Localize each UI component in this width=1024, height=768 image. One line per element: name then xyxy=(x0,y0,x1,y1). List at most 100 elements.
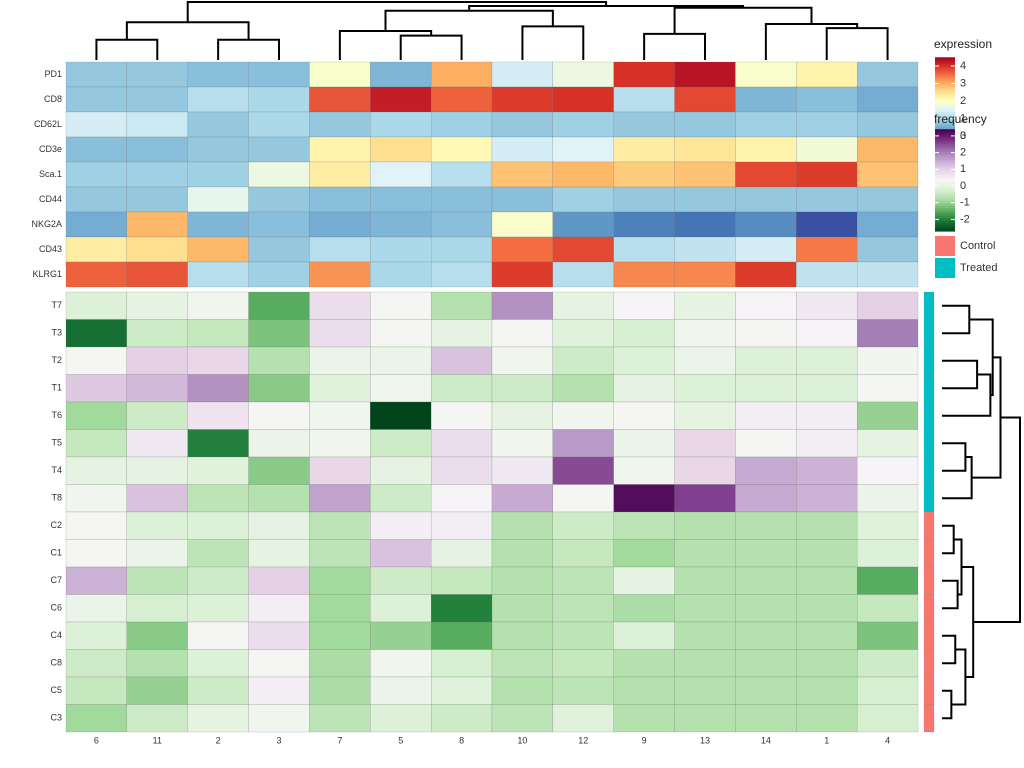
heatmap-cell xyxy=(430,61,493,88)
heatmap-cell xyxy=(552,429,614,458)
colorbar-segment xyxy=(935,213,955,217)
colorbar-segment xyxy=(935,90,955,93)
colorbar-segment xyxy=(935,225,955,230)
heatmap-cell xyxy=(187,484,249,513)
heatmap-cell xyxy=(613,374,675,403)
colorbar-segment xyxy=(935,200,955,204)
heatmap-cell xyxy=(187,594,249,623)
group-annotation xyxy=(923,676,935,705)
heatmap-cell xyxy=(370,111,432,138)
column-label: 1 xyxy=(824,735,829,745)
heatmap-cell xyxy=(613,186,675,213)
heatmap-cell xyxy=(735,484,797,513)
heatmap-cell xyxy=(491,111,554,138)
heatmap-cell xyxy=(370,566,432,595)
heatmap-cell xyxy=(65,211,128,238)
heatmap-cell xyxy=(370,676,432,705)
heatmap-cell xyxy=(491,346,554,375)
heatmap-cell xyxy=(430,511,493,540)
heatmap-cell xyxy=(309,346,371,375)
dendrogram-branch xyxy=(942,304,971,335)
dendrogram-branch xyxy=(399,34,463,60)
heatmap-cell xyxy=(126,161,188,188)
heatmap-cell xyxy=(491,136,554,163)
heatmap-cell xyxy=(65,484,128,513)
colorbar-segment xyxy=(935,172,955,176)
heatmap-cell xyxy=(735,676,797,705)
colorbar-segment xyxy=(935,164,955,168)
heatmap-cell xyxy=(796,484,858,513)
heatmap-cell xyxy=(430,539,493,568)
heatmap-cell xyxy=(126,346,188,375)
group-annotation xyxy=(923,319,935,348)
heatmap-cell xyxy=(309,111,371,138)
colorbar-label: 1 xyxy=(960,163,966,175)
colorbar-segment xyxy=(935,59,955,63)
heatmap-cell xyxy=(491,61,554,88)
column-label: 13 xyxy=(700,735,710,745)
heatmap-cell xyxy=(309,236,371,263)
heatmap-cell xyxy=(796,319,858,348)
heatmap-cell xyxy=(674,374,736,403)
heatmap-cell xyxy=(856,484,919,513)
heatmap-cell xyxy=(309,649,371,678)
heatmap-cell xyxy=(370,136,432,163)
heatmap-cell xyxy=(370,291,432,320)
colorbar-segment xyxy=(935,94,955,98)
heatmap-cell xyxy=(491,261,554,288)
heatmap-cell xyxy=(126,136,188,163)
heatmap-cell xyxy=(248,676,310,705)
dendrograms xyxy=(95,1,1021,720)
heatmap-cell xyxy=(491,401,554,430)
legend-title: frequency xyxy=(934,112,987,126)
heatmap-cell xyxy=(552,594,614,623)
colorbar-segment xyxy=(935,70,955,74)
heatmap-cell xyxy=(370,401,432,430)
heatmap-cell xyxy=(735,594,797,623)
row-label: C2 xyxy=(50,520,62,530)
heatmap-cell xyxy=(735,111,797,138)
heatmap-cell xyxy=(187,136,249,163)
group-annotation xyxy=(923,429,935,458)
colorbar-segment xyxy=(935,154,955,158)
row-label: C8 xyxy=(50,658,62,668)
heatmap-cell xyxy=(674,401,736,430)
heatmap-cell xyxy=(370,484,432,513)
row-label: KLRG1 xyxy=(32,269,62,279)
colorbar-segment xyxy=(935,197,955,202)
heatmap-cell xyxy=(430,621,493,650)
heatmap-cell xyxy=(248,211,310,238)
heatmap-cell xyxy=(65,374,128,403)
row-label: CD62L xyxy=(34,119,62,129)
heatmap-cell xyxy=(735,621,797,650)
group-annotation xyxy=(923,594,935,623)
heatmap-cell xyxy=(552,401,614,430)
row-label: CD43 xyxy=(39,244,62,254)
row-label: C5 xyxy=(50,685,62,695)
row-label: C1 xyxy=(50,548,62,558)
dendrogram-branch xyxy=(825,27,889,60)
colorbar-segment xyxy=(935,195,955,199)
colorbar-label: 2 xyxy=(960,95,966,107)
dendrogram-branch xyxy=(951,648,967,706)
heatmap-cell xyxy=(491,704,554,733)
heatmap-cell xyxy=(248,401,310,430)
colorbar-segment xyxy=(935,85,955,89)
heatmap-cell xyxy=(309,161,371,188)
colorbar-segment xyxy=(935,98,955,102)
heatmap-cell xyxy=(491,236,554,263)
heatmap-cell xyxy=(187,61,249,88)
heatmap-cell xyxy=(491,456,554,485)
heatmap-cell xyxy=(856,511,919,540)
heatmap-cell xyxy=(187,704,249,733)
heatmap-cell xyxy=(674,111,736,138)
heatmap-cell xyxy=(309,676,371,705)
heatmap-cell xyxy=(430,236,493,263)
colorbar-label: 0 xyxy=(960,130,966,142)
heatmap-cell xyxy=(796,136,858,163)
heatmap-cell xyxy=(856,236,919,263)
colorbar-segment xyxy=(935,169,955,174)
heatmap-cell xyxy=(491,539,554,568)
heatmap-cell xyxy=(126,211,188,238)
heatmap-cell xyxy=(856,374,919,403)
